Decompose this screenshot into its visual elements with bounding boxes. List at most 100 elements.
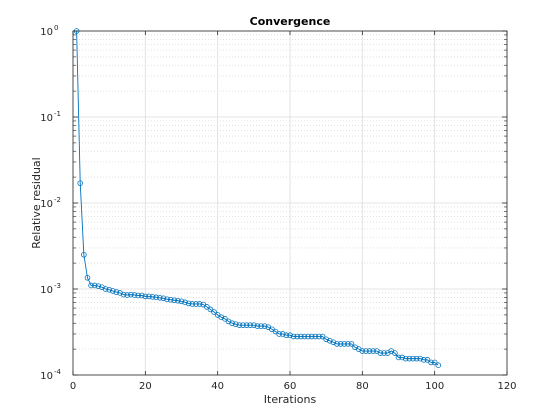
x-tick-label: 80 (356, 381, 369, 392)
data-point (410, 355, 416, 362)
y-tick-label: 10 (40, 371, 53, 382)
data-point (124, 292, 131, 298)
data-point (261, 323, 268, 329)
data-point (283, 332, 290, 339)
y-axis-label: Relative residual (30, 157, 43, 248)
data-point (189, 301, 196, 307)
data-point (319, 333, 326, 340)
tick-marks (72, 30, 508, 376)
data-point (323, 336, 329, 343)
y-tick-label: 10 (40, 27, 53, 38)
data-point (178, 298, 185, 305)
data-point (109, 288, 116, 294)
data-point (377, 350, 384, 356)
data-point (157, 294, 163, 301)
data-point (290, 333, 297, 340)
data-point (171, 297, 178, 304)
data-point (131, 292, 138, 298)
data-point (175, 297, 181, 304)
data-point (294, 333, 301, 340)
data-point (240, 322, 246, 328)
data-point (113, 289, 120, 295)
data-point (229, 320, 235, 327)
data-point (222, 316, 228, 322)
data-point (417, 355, 424, 362)
x-axis-label: Iterations (264, 393, 317, 406)
data-point (395, 354, 402, 361)
y-tick-label: 10 (40, 113, 53, 124)
data-point (312, 333, 319, 340)
data-point (381, 350, 387, 356)
y-tick-label-exponent: 0 (54, 24, 58, 32)
data-point (135, 292, 141, 299)
data-point (276, 331, 282, 337)
data-point (363, 348, 369, 354)
data-point (247, 322, 254, 328)
data-point (334, 341, 340, 347)
data-point (298, 333, 304, 340)
data-point (196, 301, 203, 307)
data-point (243, 322, 250, 328)
data-point (207, 306, 214, 313)
data-point (77, 180, 84, 186)
data-point (211, 309, 217, 315)
x-tick-label: 100 (425, 381, 444, 392)
data-point (153, 294, 159, 301)
y-tick-label-exponent: -2 (54, 196, 61, 204)
data-point (95, 283, 102, 289)
data-point (341, 341, 348, 347)
data-point (232, 321, 239, 327)
series-layer (73, 28, 442, 369)
data-point (279, 331, 286, 337)
x-tick-label: 120 (497, 381, 516, 392)
x-tick-label: 60 (284, 381, 297, 392)
data-point (435, 362, 442, 369)
data-point (254, 323, 261, 329)
y-tick-label: 10 (40, 199, 53, 210)
data-point (81, 251, 87, 258)
data-point (428, 359, 434, 366)
data-point (258, 323, 264, 329)
data-point (348, 341, 355, 347)
data-point (88, 282, 94, 289)
data-point (330, 339, 337, 346)
data-point (345, 341, 351, 347)
data-point (406, 355, 413, 362)
data-point (106, 286, 112, 293)
data-point (392, 350, 398, 356)
data-point (421, 357, 427, 363)
x-tick-label: 20 (139, 381, 152, 392)
data-point (366, 348, 373, 354)
data-point (301, 333, 308, 340)
y-tick-label: 10 (40, 285, 53, 296)
data-point (399, 354, 405, 361)
data-point (326, 337, 333, 344)
data-point (120, 291, 127, 298)
data-point (236, 322, 243, 328)
x-tick-label: 40 (211, 381, 224, 392)
data-point (149, 294, 156, 300)
y-tick-label-exponent: -3 (54, 282, 61, 290)
x-tick-labels: 0 20 40 60 80 100 120 (70, 381, 517, 392)
data-point (251, 322, 257, 328)
y-tick-label-exponent: -1 (54, 110, 61, 118)
data-point (359, 348, 366, 354)
data-point (431, 359, 438, 366)
data-point (287, 332, 293, 339)
data-point (138, 292, 145, 299)
data-point (370, 348, 376, 354)
data-point (413, 355, 420, 362)
data-point (84, 274, 91, 281)
data-point (305, 333, 311, 340)
data-point (128, 291, 134, 298)
data-point (308, 333, 315, 340)
data-point (160, 295, 167, 302)
data-point (316, 333, 322, 340)
data-point (117, 290, 123, 296)
data-point (193, 301, 199, 307)
data-point (402, 355, 409, 362)
data-point (185, 300, 192, 307)
data-point (182, 299, 188, 306)
